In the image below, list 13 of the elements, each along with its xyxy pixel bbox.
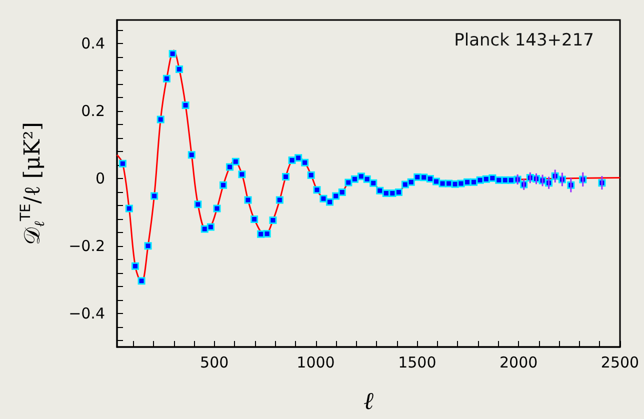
x-tick-label: 2500 [600, 354, 640, 372]
x-tick-label: 1500 [398, 354, 436, 372]
x-axis-title: ℓ [364, 387, 374, 415]
y-tick-label: −0.2 [68, 236, 105, 255]
y-tick-label: 0.4 [81, 34, 105, 53]
y-tick-label: 0 [95, 169, 105, 188]
annotation: Planck 143+217 [454, 30, 594, 50]
x-tick-label: 500 [200, 354, 229, 372]
x-tick-label: 1000 [296, 354, 335, 372]
y-axis-title: 𝒟ℓTE/ℓ [μK²] [18, 122, 48, 245]
x-tick-label: 2000 [499, 354, 538, 372]
y-tick-label: 0.2 [81, 102, 105, 120]
y-tick-label: −0.4 [68, 304, 105, 322]
